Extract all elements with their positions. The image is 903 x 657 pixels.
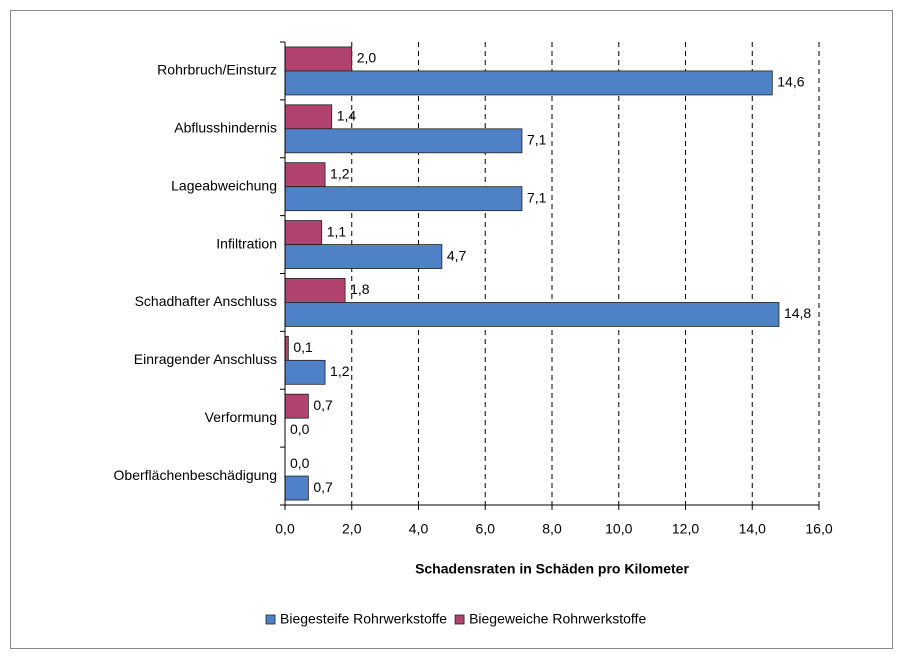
bar — [284, 46, 353, 72]
value-label: 0,7 — [313, 479, 333, 495]
y-tick-label: Abflusshindernis — [174, 120, 277, 136]
x-tick-label: 16,0 — [805, 521, 832, 537]
value-label: 14,6 — [777, 74, 804, 90]
x-tick-label: 4,0 — [409, 521, 429, 537]
value-label: 1,4 — [337, 108, 357, 124]
y-tick-label: Verformung — [205, 409, 277, 425]
bar — [284, 220, 323, 245]
x-tick-label: 6,0 — [476, 521, 496, 537]
value-label: 1,2 — [330, 363, 350, 379]
legend-swatch — [265, 614, 276, 625]
bar — [284, 186, 523, 212]
y-tick-label: Rohrbruch/Einsturz — [157, 62, 277, 78]
legend-swatch — [454, 614, 465, 625]
y-tick-label: Lageabweichung — [171, 177, 277, 193]
bar — [284, 393, 309, 419]
bar — [284, 359, 326, 385]
x-tick-label: 2,0 — [342, 521, 362, 537]
legend-label: Biegesteife Rohrwerkstoffe — [280, 611, 447, 627]
x-tick-label: 10,0 — [605, 521, 632, 537]
x-tick-label: 14,0 — [739, 521, 766, 537]
value-label: 14,8 — [784, 305, 811, 321]
value-label: 1,1 — [327, 223, 347, 239]
y-tick-label: Schadhafter Anschluss — [135, 293, 277, 309]
value-label: 2,0 — [357, 50, 377, 66]
value-label: 4,7 — [447, 247, 467, 263]
bar — [284, 104, 333, 130]
bar — [284, 278, 346, 303]
value-label: 7,1 — [527, 189, 547, 205]
y-tick-label: Infiltration — [216, 235, 277, 251]
value-label: 1,8 — [350, 281, 370, 297]
value-label: 0,1 — [293, 339, 313, 355]
bar — [284, 244, 443, 269]
bar — [284, 335, 289, 361]
value-label: 0,0 — [290, 421, 310, 437]
value-label: 1,2 — [330, 165, 350, 181]
value-label: 7,1 — [527, 132, 547, 148]
y-tick-label: Einragender Anschluss — [134, 351, 277, 367]
bar — [284, 475, 309, 501]
y-tick-label: Oberflächenbeschädigung — [114, 467, 277, 483]
bar — [284, 70, 773, 96]
value-label: 0,7 — [313, 397, 333, 413]
x-axis-label: Schadensraten in Schäden pro Kilometer — [415, 561, 689, 577]
x-tick-label: 0,0 — [275, 521, 295, 537]
x-tick-label: 8,0 — [542, 521, 562, 537]
bar — [284, 302, 780, 327]
value-label: 0,0 — [290, 455, 310, 471]
x-tick-label: 12,0 — [672, 521, 699, 537]
bar — [284, 128, 523, 154]
chart-frame — [10, 10, 893, 649]
legend-label: Biegeweiche Rohrwerkstoffe — [469, 611, 646, 627]
bar — [284, 162, 326, 188]
